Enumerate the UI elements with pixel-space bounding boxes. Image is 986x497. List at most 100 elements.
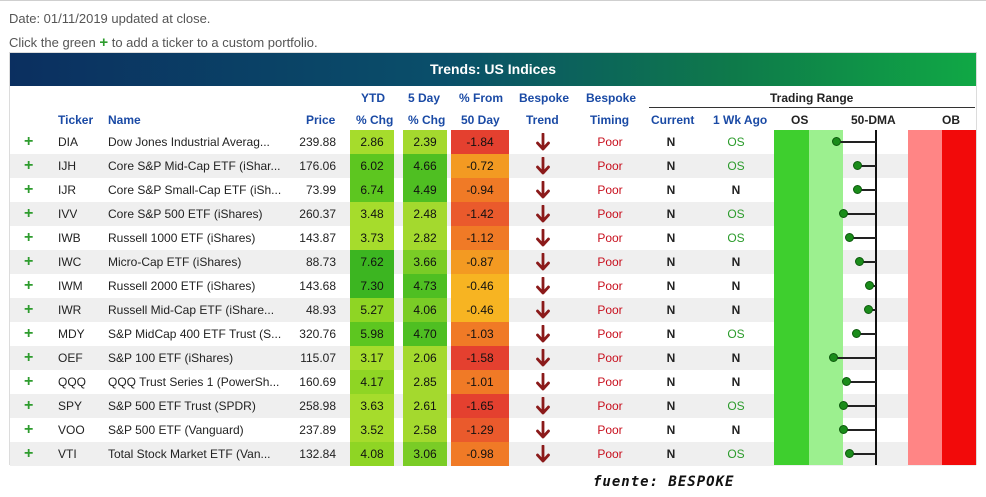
header-ytd-bottom[interactable]: % Chg <box>356 113 394 127</box>
header-from50-top: % From <box>459 91 504 105</box>
header-5day-bottom[interactable]: % Chg <box>408 113 446 127</box>
header-5day-top: 5 Day <box>408 91 441 105</box>
range-dot <box>845 233 855 242</box>
timing-cell: Poor <box>597 351 623 365</box>
wk-ago-cell: OS <box>727 135 745 149</box>
add-ticker-plus-icon[interactable]: + <box>24 205 34 222</box>
header-1wk-ago[interactable]: 1 Wk Ago <box>713 113 768 127</box>
timing-cell: Poor <box>597 327 623 341</box>
current-cell: N <box>666 159 676 173</box>
add-ticker-plus-icon[interactable]: + <box>24 277 34 294</box>
price-cell: 258.98 <box>299 399 336 413</box>
ticker-cell[interactable]: IVV <box>58 207 78 221</box>
down-arrow-icon <box>528 202 558 226</box>
add-ticker-plus-icon[interactable]: + <box>24 133 34 150</box>
current-cell: N <box>666 351 676 365</box>
range-dot <box>838 209 848 218</box>
range-dot <box>853 161 863 170</box>
current-cell: N <box>666 135 676 149</box>
range-dot <box>863 305 873 314</box>
ticker-cell[interactable]: IWB <box>58 231 81 245</box>
five-day-cell: 3.06 <box>403 442 447 466</box>
add-ticker-plus-icon[interactable]: + <box>24 445 34 462</box>
ticker-cell[interactable]: IWR <box>58 303 82 317</box>
name-cell: Core S&P Mid-Cap ETF (iShar... <box>108 159 281 173</box>
timing-cell: Poor <box>597 255 623 269</box>
header-from50-bottom[interactable]: 50 Day <box>461 113 500 127</box>
range-line <box>833 357 876 359</box>
table-row: + MDY S&P MidCap 400 ETF Trust (S... 320.76… <box>10 322 976 346</box>
down-arrow-icon <box>528 370 558 394</box>
add-ticker-plus-icon[interactable]: + <box>24 373 34 390</box>
price-cell: 239.88 <box>299 135 336 149</box>
down-arrow-icon <box>528 178 558 202</box>
add-ticker-plus-icon[interactable]: + <box>24 301 34 318</box>
range-line <box>857 165 876 167</box>
ticker-cell[interactable]: IWC <box>58 255 82 269</box>
five-day-cell: 4.73 <box>403 274 447 298</box>
add-ticker-plus-icon[interactable]: + <box>24 349 34 366</box>
from50-cell: -0.72 <box>451 154 509 178</box>
ticker-cell[interactable]: MDY <box>58 327 85 341</box>
down-arrow-icon <box>528 250 558 274</box>
price-cell: 143.87 <box>299 231 336 245</box>
add-ticker-plus-icon[interactable]: + <box>24 421 34 438</box>
from50-cell: -1.84 <box>451 130 509 154</box>
range-dot <box>828 353 838 362</box>
five-day-cell: 4.66 <box>403 154 447 178</box>
current-cell: N <box>666 231 676 245</box>
name-cell: Russell 1000 ETF (iShares) <box>108 231 256 245</box>
ticker-cell[interactable]: SPY <box>58 399 83 413</box>
add-ticker-plus-icon[interactable]: + <box>24 325 34 342</box>
add-ticker-plus-icon[interactable]: + <box>24 181 34 198</box>
range-dot <box>864 281 874 290</box>
wk-ago-cell: OS <box>727 207 745 221</box>
down-arrow-icon <box>528 226 558 250</box>
table-row: + QQQ QQQ Trust Series 1 (PowerSh... 160.69… <box>10 370 976 394</box>
ytd-cell: 4.08 <box>350 442 394 466</box>
five-day-cell: 4.49 <box>403 178 447 202</box>
timing-cell: Poor <box>597 183 623 197</box>
wk-ago-cell: OS <box>727 447 745 461</box>
ticker-cell[interactable]: OEF <box>58 351 83 365</box>
wk-ago-cell: OS <box>727 231 745 245</box>
wk-ago-cell: N <box>731 423 741 437</box>
five-day-cell: 2.58 <box>403 418 447 442</box>
add-ticker-plus-icon[interactable]: + <box>24 253 34 270</box>
ticker-cell[interactable]: IJH <box>58 159 76 173</box>
add-ticker-plus-icon[interactable]: + <box>24 229 34 246</box>
ticker-cell[interactable]: VTI <box>58 447 77 461</box>
portfolio-hint-pre: Click the green <box>9 35 100 50</box>
ticker-cell[interactable]: IJR <box>58 183 76 197</box>
range-dot <box>831 137 841 146</box>
overbought-zone-dark <box>942 130 976 465</box>
five-day-cell: 2.39 <box>403 130 447 154</box>
header-timing-bottom[interactable]: Timing <box>590 113 630 127</box>
name-cell: QQQ Trust Series 1 (PowerSh... <box>108 375 280 389</box>
from50-cell: -0.87 <box>451 250 509 274</box>
five-day-cell: 2.06 <box>403 346 447 370</box>
name-cell: Russell Mid-Cap ETF (iShare... <box>108 303 275 317</box>
table-row: + IJR Core S&P Small-Cap ETF (iSh... 73.99 6… <box>10 178 976 202</box>
header-current[interactable]: Current <box>651 113 695 127</box>
add-ticker-plus-icon[interactable]: + <box>24 157 34 174</box>
header-ticker[interactable]: Ticker <box>58 113 94 127</box>
header-ytd-top: YTD <box>361 91 385 105</box>
oversold-zone-light <box>809 130 843 465</box>
table-row: + IWB Russell 1000 ETF (iShares) 143.87 3.73… <box>10 226 976 250</box>
ytd-cell: 3.48 <box>350 202 394 226</box>
timing-cell: Poor <box>597 135 623 149</box>
current-cell: N <box>666 255 676 269</box>
header-price[interactable]: Price <box>306 113 336 127</box>
range-dot <box>838 425 848 434</box>
name-cell: S&P MidCap 400 ETF Trust (S... <box>108 327 282 341</box>
header-name[interactable]: Name <box>108 113 141 127</box>
header-trend-bottom[interactable]: Trend <box>526 113 559 127</box>
ticker-cell[interactable]: DIA <box>58 135 79 149</box>
ticker-cell[interactable]: QQQ <box>58 375 87 389</box>
ticker-cell[interactable]: VOO <box>58 423 85 437</box>
add-ticker-plus-icon[interactable]: + <box>24 397 34 414</box>
from50-cell: -1.58 <box>451 346 509 370</box>
price-cell: 320.76 <box>299 327 336 341</box>
ticker-cell[interactable]: IWM <box>58 279 83 293</box>
